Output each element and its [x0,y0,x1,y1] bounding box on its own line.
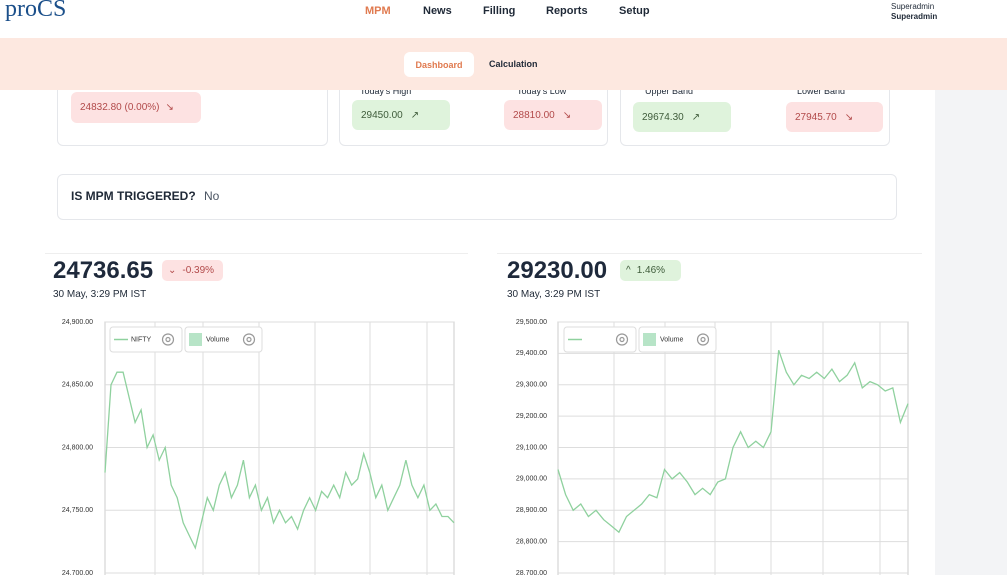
value-pill: 24832.80 (0.00%) ↘ [71,92,201,123]
y-tick-label: 28,900.00 [516,507,547,514]
arrow: ↘ [165,102,174,113]
trigger-label: IS MPM TRIGGERED? [71,189,196,203]
value-pill: 27945.70 ↘ [786,102,883,132]
plot-area [104,321,455,575]
value-pill: 29450.00 ↗ [352,100,450,130]
value: 28810.00 [513,109,555,121]
data-line [557,349,909,534]
arrow: ↗ [410,109,420,121]
arrow: ↘ [562,109,572,121]
tab[interactable]: Calculation [489,59,538,69]
value: 29450.00 [361,109,403,121]
y-tick-label: 24,700.00 [62,570,93,575]
legend-label: Volume [206,336,229,343]
label: Upper Band [645,86,694,96]
change-badge: ^ 1.46% [620,260,681,281]
value: 24832.80 (0.00%) [80,102,160,113]
legend-swatch [189,333,202,346]
value-pill: 28810.00 ↘ [504,100,602,130]
y-tick-label: 28,800.00 [516,538,547,545]
chevron: ^ [626,265,631,276]
arrow: ↘ [844,111,854,123]
y-tick-label: 29,500.00 [516,319,547,326]
legend-box [638,326,717,353]
divider [497,253,922,254]
logo[interactable]: proCS [5,0,67,22]
y-tick-label: 28,700.00 [516,570,547,575]
legend-box [563,326,637,353]
gear-icon [615,333,629,346]
trigger-box [57,174,897,220]
y-tick-label: 29,100.00 [516,444,547,451]
gear-icon [242,333,256,346]
divider [45,253,468,254]
nav-item[interactable]: Reports [546,5,588,17]
price: 24736.65 [53,257,154,284]
y-tick-label: 24,850.00 [62,382,93,389]
label: Today's Low [517,86,567,96]
nav-item[interactable]: News [423,5,452,17]
y-tick-label: 24,800.00 [62,444,93,451]
legend-box [109,326,183,353]
gear-icon [161,333,175,346]
data-line [104,371,455,550]
change: -0.39% [182,265,215,276]
user-role: Superadmin [891,12,938,21]
nav-item[interactable]: MPM [365,5,391,17]
gear-icon [165,336,171,343]
label: Today's High [360,86,412,96]
y-tick-label: 29,300.00 [516,382,547,389]
chevron: ⌄ [168,265,177,276]
timestamp: 30 May, 3:29 PM IST [507,289,601,300]
user-name: Superadmin [891,2,935,11]
label: Lower Band [797,86,846,96]
trigger-value: No [204,189,220,203]
gear-icon [246,336,252,343]
legend-label: Volume [660,336,683,343]
legend-box [184,326,263,353]
y-tick-label: 24,750.00 [62,507,93,514]
price: 29230.00 [507,257,608,284]
tab-bar-overlay [0,38,1007,90]
timestamp: 30 May, 3:29 PM IST [53,289,147,300]
y-tick-label: 29,000.00 [516,476,547,483]
value: 29674.30 [642,111,684,123]
gear-icon [696,333,710,346]
y-tick-label: 29,200.00 [516,413,547,420]
nav-item[interactable]: Filling [483,5,516,17]
y-tick-label: 29,400.00 [516,350,547,357]
y-tick-label: 24,900.00 [62,319,93,326]
arrow: ↗ [691,111,701,123]
value: 27945.70 [795,111,837,123]
legend-swatch [643,333,656,346]
tab-active[interactable]: Dashboard [404,52,474,77]
legend-label: NIFTY [131,336,152,343]
change-badge: ⌄ -0.39% [162,260,223,281]
nav-item[interactable]: Setup [619,5,650,17]
value-pill: 29674.30 ↗ [633,102,731,132]
gear-icon [700,336,706,343]
change: 1.46% [636,265,666,276]
gear-icon [619,336,625,343]
top-bar [0,0,1007,38]
